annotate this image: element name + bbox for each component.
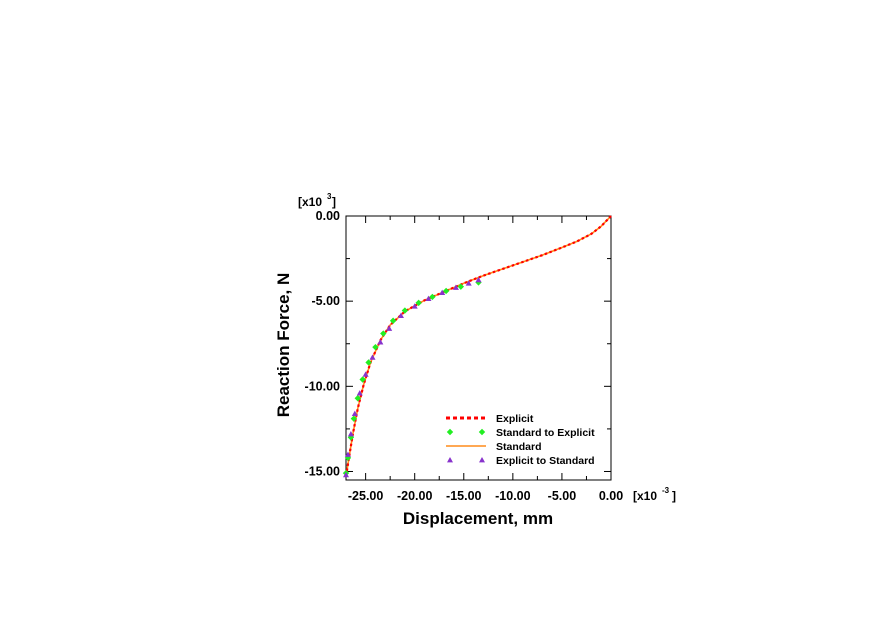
legend-label-standard: Standard [496, 441, 542, 453]
data-point-explicit-to-standard [377, 339, 384, 345]
data-point-standard-to-explicit [415, 299, 422, 307]
data-point-explicit-to-standard [356, 390, 363, 396]
x-axis-title: Displacement, mm [403, 509, 553, 528]
legend: Explicit Standard to Explicit Standard Expl… [446, 413, 595, 467]
x-multiplier-exponent: -3 [662, 486, 670, 495]
data-point-standard-to-explicit [372, 343, 379, 351]
plot-frame [345, 215, 612, 481]
y-multiplier-base: [x10 [298, 195, 322, 209]
data-point-explicit-to-standard [411, 303, 418, 309]
x-multiplier: [x10 -3 ] [633, 486, 676, 503]
y-tick-label: -10.00 [305, 379, 340, 393]
y-axis-title: Reaction Force, N [274, 273, 293, 418]
y-tick-label: 0.00 [316, 209, 340, 223]
y-multiplier-exponent: 3 [327, 192, 332, 201]
x-tick-label: 0.00 [599, 489, 623, 503]
legend-label-explicit: Explicit [496, 413, 534, 425]
y-tick-label: -15.00 [305, 464, 340, 478]
data-point-explicit-to-standard [362, 371, 369, 377]
data-point-explicit-to-standard [465, 280, 472, 286]
data-point-standard-to-explicit [442, 287, 450, 295]
x-multiplier-close: ] [672, 489, 676, 503]
y-multiplier: [x10 3 ] [298, 192, 336, 209]
plot-border [345, 215, 612, 481]
data-point-standard-to-explicit [354, 395, 361, 402]
series-line-explicit [344, 215, 612, 477]
data-point-explicit-to-standard [347, 431, 354, 437]
data-series [342, 215, 612, 478]
data-point-standard-to-explicit [389, 317, 397, 324]
data-point-explicit-to-standard [475, 276, 482, 283]
data-point-explicit-to-standard [344, 451, 351, 457]
data-point-explicit-to-standard [369, 354, 376, 360]
legend-swatch-explicit-to-standard [447, 457, 453, 463]
x-tick-label: -15.00 [446, 489, 481, 503]
axis-ticks: 0.00-5.00-10.00-15.00-25.00 -20.00 -15.00-… [305, 209, 624, 503]
data-point-standard-to-explicit [429, 293, 436, 301]
data-point-explicit-to-standard [425, 295, 432, 302]
legend-swatch-explicit-to-standard [479, 457, 485, 463]
x-tick-label: -10.00 [495, 489, 530, 503]
data-point-standard-to-explicit [457, 283, 465, 290]
y-multiplier-close: ] [332, 195, 336, 209]
x-tick-label: -20.00 [397, 489, 432, 503]
x-multiplier-base: [x10 [633, 489, 657, 503]
data-point-standard-to-explicit [380, 330, 387, 337]
legend-label-explicit-to-standard: Explicit to Standard [496, 455, 595, 467]
data-point-standard-to-explicit [365, 359, 372, 366]
y-tick-label: -5.00 [312, 294, 341, 308]
data-point-standard-to-explicit [359, 376, 366, 383]
legend-label-standard-to-explicit: Standard to Explicit [496, 427, 595, 439]
data-point-explicit-to-standard [343, 471, 349, 478]
data-point-standard-to-explicit [401, 307, 409, 314]
data-point-explicit-to-standard [351, 410, 358, 416]
x-tick-label: -5.00 [548, 489, 577, 503]
data-point-explicit-to-standard [386, 325, 393, 331]
data-point-explicit-to-standard [439, 289, 446, 296]
legend-swatch-standard-to-explicit [478, 428, 486, 436]
x-tick-label: -25.00 [348, 489, 383, 503]
data-point-explicit-to-standard [452, 284, 459, 290]
data-point-standard-to-explicit [350, 415, 358, 422]
legend-swatch-standard-to-explicit [446, 428, 454, 436]
data-point-explicit-to-standard [397, 312, 404, 319]
